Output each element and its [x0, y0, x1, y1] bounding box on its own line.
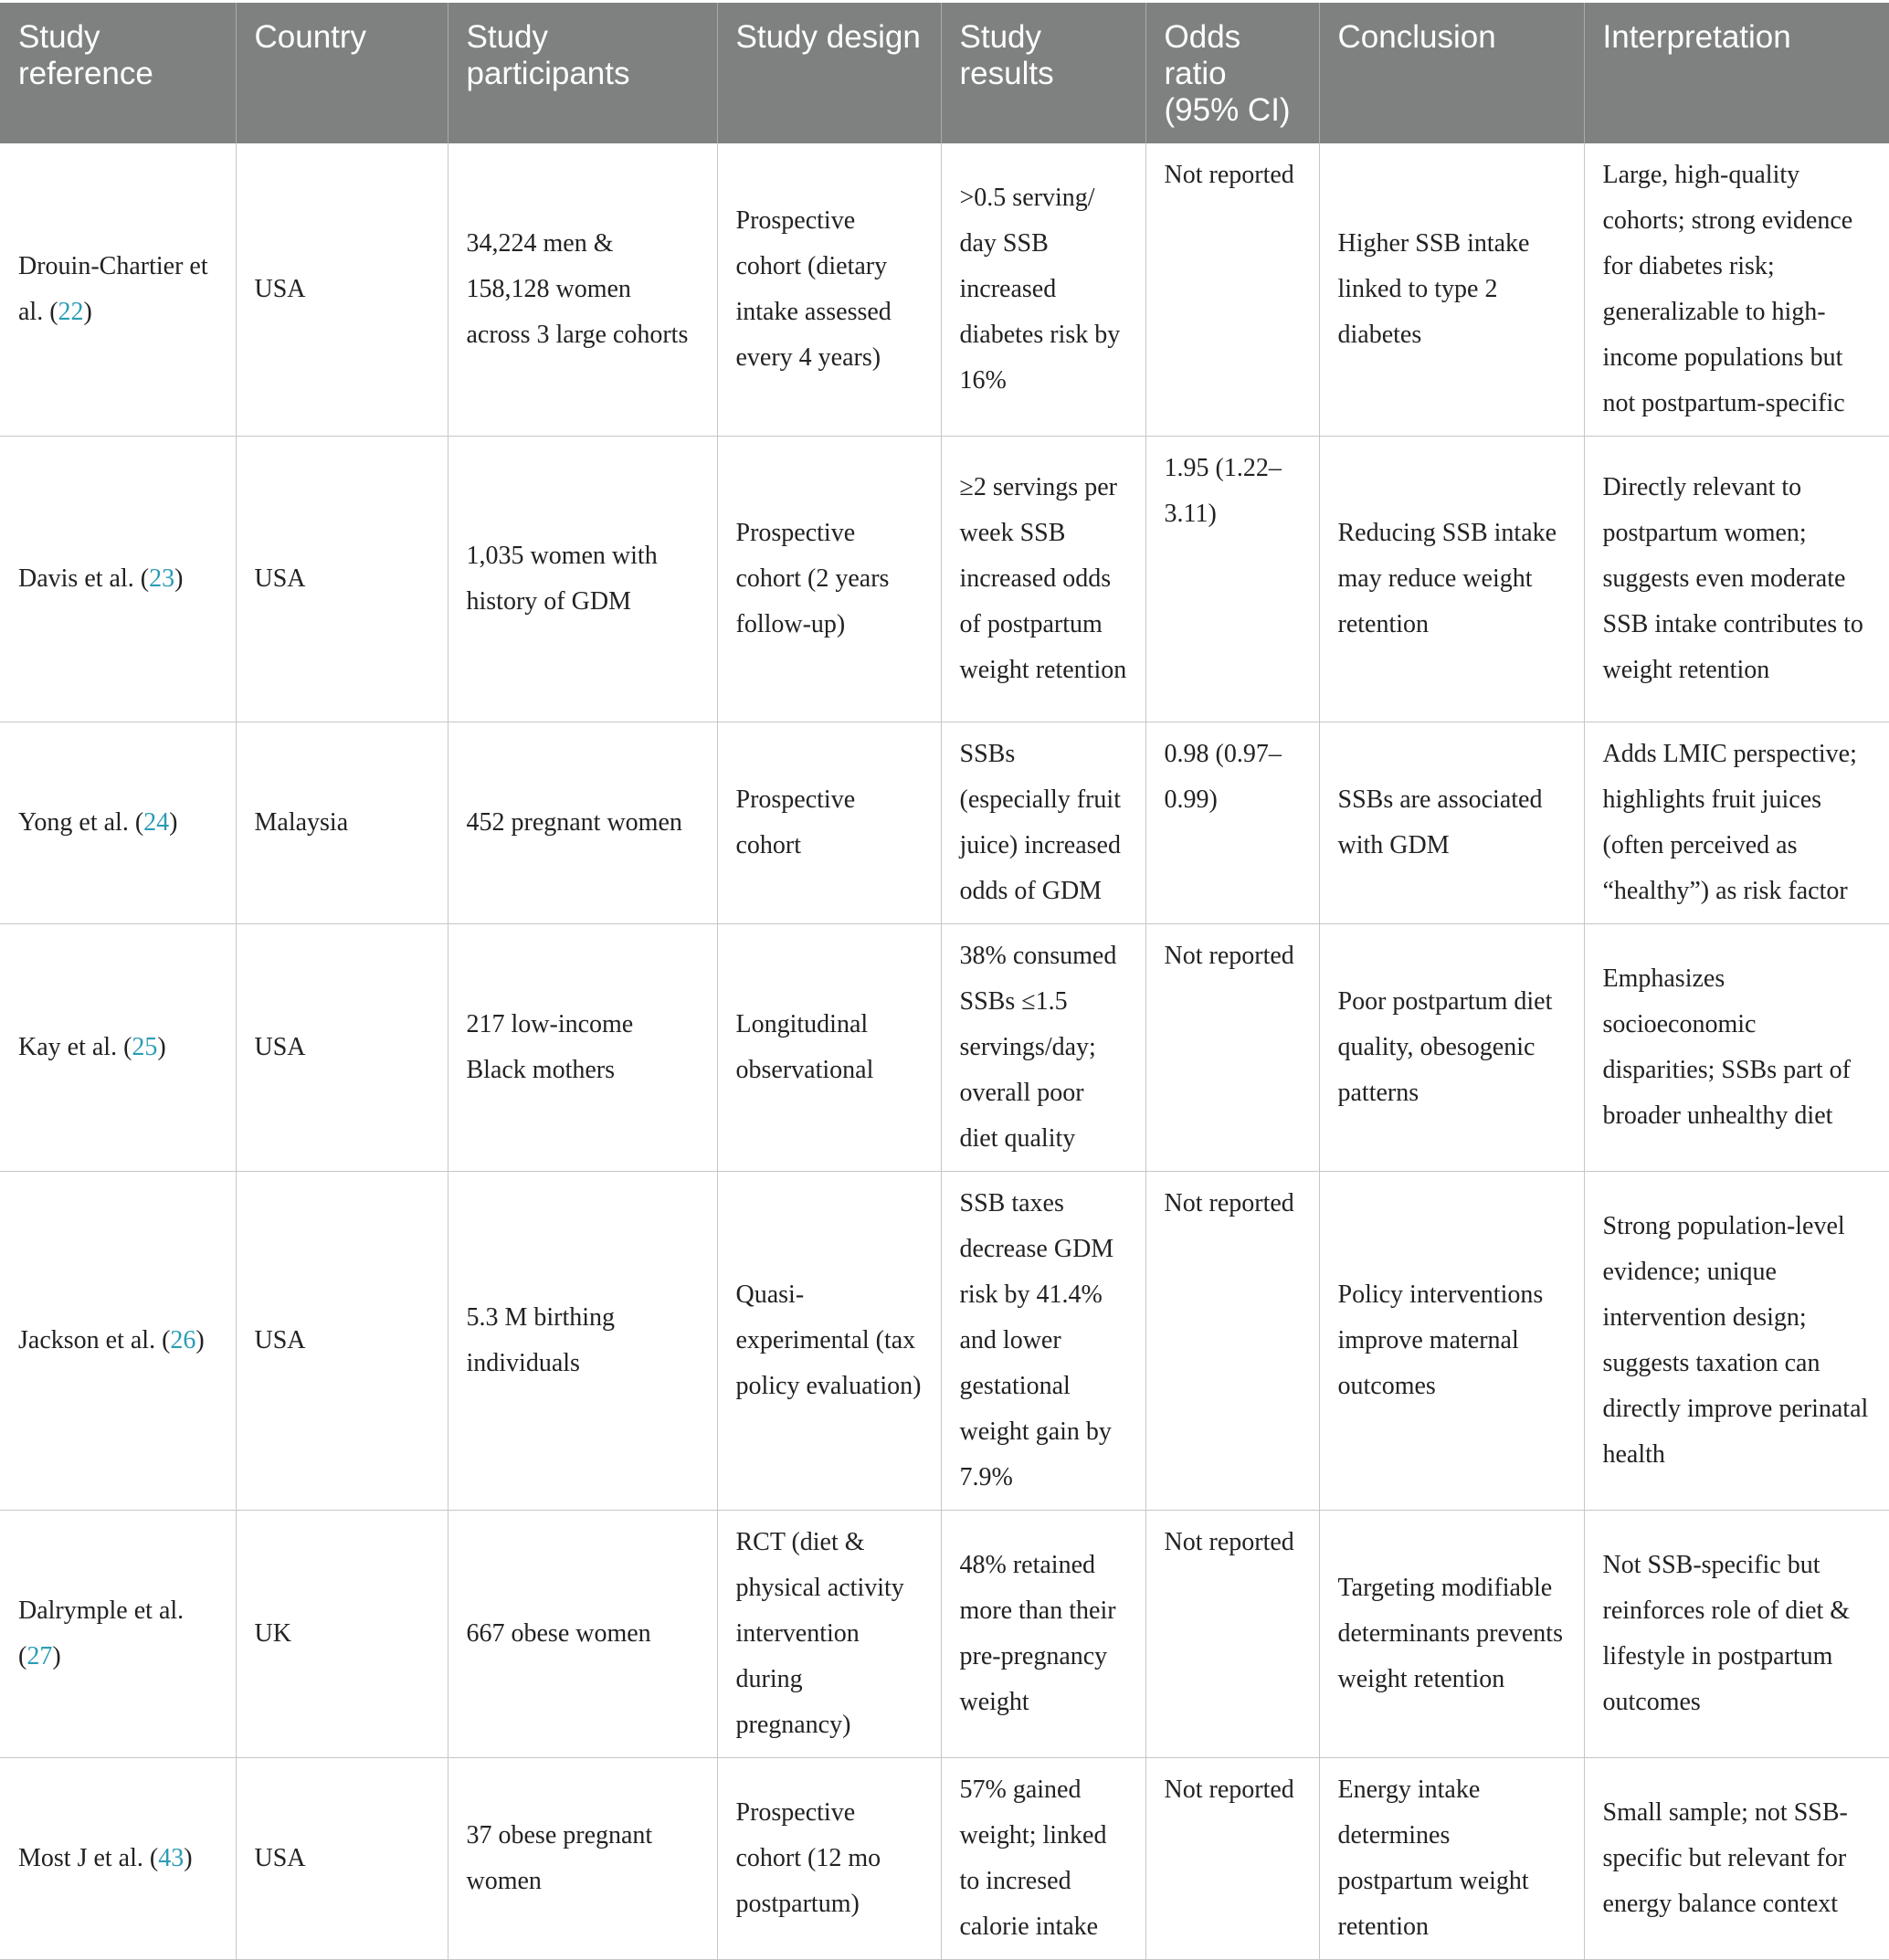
- ref-close: ): [195, 1326, 205, 1354]
- cell-country: Malaysia: [236, 722, 449, 924]
- cell-participants: 34,224 men & 158,128 women across 3 larg…: [448, 143, 718, 437]
- ref-author: Yong et al. (: [18, 808, 144, 837]
- cell-conclusion: Energy intake determines postpartum weig…: [1319, 1757, 1585, 1960]
- cell-country: USA: [236, 1171, 449, 1511]
- cell-results: ≥2 servings per week SSB increased odds …: [941, 436, 1146, 722]
- ref-author: Dalrymple et al. (: [18, 1596, 185, 1670]
- cell-interpretation: Adds LMIC perspective; highlights fruit …: [1584, 722, 1889, 924]
- table-row: Yong et al. (24) Malaysia 452 pregnant w…: [0, 722, 1889, 924]
- cell-study-reference: Drouin-Chartier et al. (22): [0, 143, 237, 437]
- table-row: Davis et al. (23) USA 1,035 women with h…: [0, 436, 1889, 722]
- cell-conclusion: Higher SSB intake linked to type 2 diabe…: [1319, 143, 1585, 437]
- cell-participants: 1,035 women with history of GDM: [448, 436, 718, 722]
- ref-close: ): [157, 1033, 166, 1061]
- ref-link[interactable]: 23: [149, 564, 175, 593]
- cell-interpretation: Small sample; not SSB-specific but relev…: [1584, 1757, 1889, 1960]
- cell-participants: 5.3 M birthing individuals: [448, 1171, 718, 1511]
- ref-close: ): [174, 564, 184, 593]
- cell-study-reference: Most J et al. (43): [0, 1757, 237, 1960]
- study-summary-table: Study reference Country Study participan…: [0, 3, 1889, 1960]
- cell-study-reference: Dalrymple et al. (27): [0, 1510, 237, 1758]
- table-row: Jackson et al. (26) USA 5.3 M birthing i…: [0, 1171, 1889, 1511]
- cell-results: SSB taxes decrease GDM risk by 41.4% and…: [941, 1171, 1146, 1511]
- ref-author: Davis et al. (: [18, 564, 150, 593]
- header-conclusion: Conclusion: [1319, 3, 1585, 143]
- cell-country: USA: [236, 436, 449, 722]
- cell-interpretation: Emphasizes socioeconomic disparities; SS…: [1584, 923, 1889, 1172]
- header-interpretation: Interpretation: [1584, 3, 1889, 143]
- ref-link[interactable]: 22: [58, 298, 84, 326]
- header-odds-ratio: Odds ratio (95% CI): [1145, 3, 1320, 143]
- header-study-design: Study design: [717, 3, 942, 143]
- cell-interpretation: Large, high-quality cohorts; strong evid…: [1584, 143, 1889, 437]
- cell-odds-ratio: 0.98 (0.97–0.99): [1145, 722, 1320, 924]
- cell-participants: 667 obese women: [448, 1510, 718, 1758]
- cell-results: 48% retained more than their pre-pregnan…: [941, 1510, 1146, 1758]
- cell-interpretation: Not SSB-specific but reinforces role of …: [1584, 1510, 1889, 1758]
- cell-conclusion: Reducing SSB intake may reduce weight re…: [1319, 436, 1585, 722]
- cell-odds-ratio: Not reported: [1145, 923, 1320, 1172]
- cell-interpretation: Strong population-level evidence; unique…: [1584, 1171, 1889, 1511]
- cell-results: >0.5 serving/ day SSB increased diabetes…: [941, 143, 1146, 437]
- cell-results: 57% gained weight; linked to incresed ca…: [941, 1757, 1146, 1960]
- cell-odds-ratio: 1.95 (1.22–3.11): [1145, 436, 1320, 722]
- cell-design: Prospective cohort: [717, 722, 942, 924]
- cell-odds-ratio: Not reported: [1145, 1757, 1320, 1960]
- cell-study-reference: Kay et al. (25): [0, 923, 237, 1172]
- ref-close: ): [83, 298, 92, 326]
- cell-country: USA: [236, 143, 449, 437]
- cell-odds-ratio: Not reported: [1145, 143, 1320, 437]
- cell-design: Longitudinal observational: [717, 923, 942, 1172]
- header-country: Country: [236, 3, 449, 143]
- cell-study-reference: Jackson et al. (26): [0, 1171, 237, 1511]
- cell-design: Prospective cohort (2 years follow-up): [717, 436, 942, 722]
- cell-odds-ratio: Not reported: [1145, 1171, 1320, 1511]
- cell-participants: 37 obese pregnant women: [448, 1757, 718, 1960]
- cell-results: 38% consumed SSBs ≤1.5 servings/day; ove…: [941, 923, 1146, 1172]
- header-study-results: Study results: [941, 3, 1146, 143]
- ref-author: Most J et al. (: [18, 1844, 159, 1872]
- cell-country: USA: [236, 923, 449, 1172]
- cell-conclusion: Policy interventions improve maternal ou…: [1319, 1171, 1585, 1511]
- table-row: Drouin-Chartier et al. (22) USA 34,224 m…: [0, 143, 1889, 437]
- ref-link[interactable]: 43: [158, 1844, 185, 1872]
- ref-link[interactable]: 27: [26, 1642, 53, 1670]
- header-study-participants: Study participants: [448, 3, 718, 143]
- cell-conclusion: SSBs are associated with GDM: [1319, 722, 1585, 924]
- header-study-reference: Study reference: [0, 3, 237, 143]
- table-row: Dalrymple et al. (27) UK 667 obese women…: [0, 1510, 1889, 1758]
- cell-interpretation: Directly relevant to postpartum women; s…: [1584, 436, 1889, 722]
- ref-author: Drouin-Chartier et al. (: [18, 252, 208, 326]
- cell-design: RCT (diet & physical activity interventi…: [717, 1510, 942, 1758]
- ref-link[interactable]: 24: [143, 808, 170, 837]
- table-row: Most J et al. (43) USA 37 obese pregnant…: [0, 1757, 1889, 1960]
- cell-odds-ratio: Not reported: [1145, 1510, 1320, 1758]
- ref-close: ): [184, 1844, 193, 1872]
- cell-design: Quasi-experimental (tax policy evaluatio…: [717, 1171, 942, 1511]
- header-row: Study reference Country Study participan…: [0, 3, 1889, 143]
- cell-design: Prospective cohort (12 mo postpartum): [717, 1757, 942, 1960]
- table-row: Kay et al. (25) USA 217 low-income Black…: [0, 923, 1889, 1172]
- table-body: Drouin-Chartier et al. (22) USA 34,224 m…: [0, 143, 1889, 1960]
- cell-conclusion: Targeting modifiable determinants preven…: [1319, 1510, 1585, 1758]
- ref-author: Jackson et al. (: [18, 1326, 171, 1354]
- cell-participants: 452 pregnant women: [448, 722, 718, 924]
- cell-study-reference: Davis et al. (23): [0, 436, 237, 722]
- cell-country: UK: [236, 1510, 449, 1758]
- cell-study-reference: Yong et al. (24): [0, 722, 237, 924]
- cell-country: USA: [236, 1757, 449, 1960]
- ref-link[interactable]: 26: [170, 1326, 196, 1354]
- table-header: Study reference Country Study participan…: [0, 3, 1889, 143]
- ref-author: Kay et al. (: [18, 1033, 132, 1061]
- cell-design: Prospective cohort (dietary intake asses…: [717, 143, 942, 437]
- ref-close: ): [169, 808, 178, 837]
- ref-link[interactable]: 25: [132, 1033, 158, 1061]
- cell-conclusion: Poor postpartum diet quality, obesogenic…: [1319, 923, 1585, 1172]
- cell-results: SSBs (especially fruit juice) increased …: [941, 722, 1146, 924]
- cell-participants: 217 low-income Black mothers: [448, 923, 718, 1172]
- ref-close: ): [52, 1642, 61, 1670]
